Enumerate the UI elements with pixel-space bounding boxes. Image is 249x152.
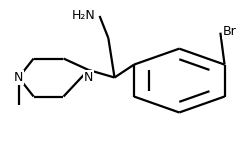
Text: N: N bbox=[14, 71, 23, 84]
Text: N: N bbox=[14, 71, 23, 84]
Text: H₂N: H₂N bbox=[72, 9, 96, 22]
Text: Br: Br bbox=[223, 25, 237, 38]
Text: N: N bbox=[84, 71, 93, 84]
